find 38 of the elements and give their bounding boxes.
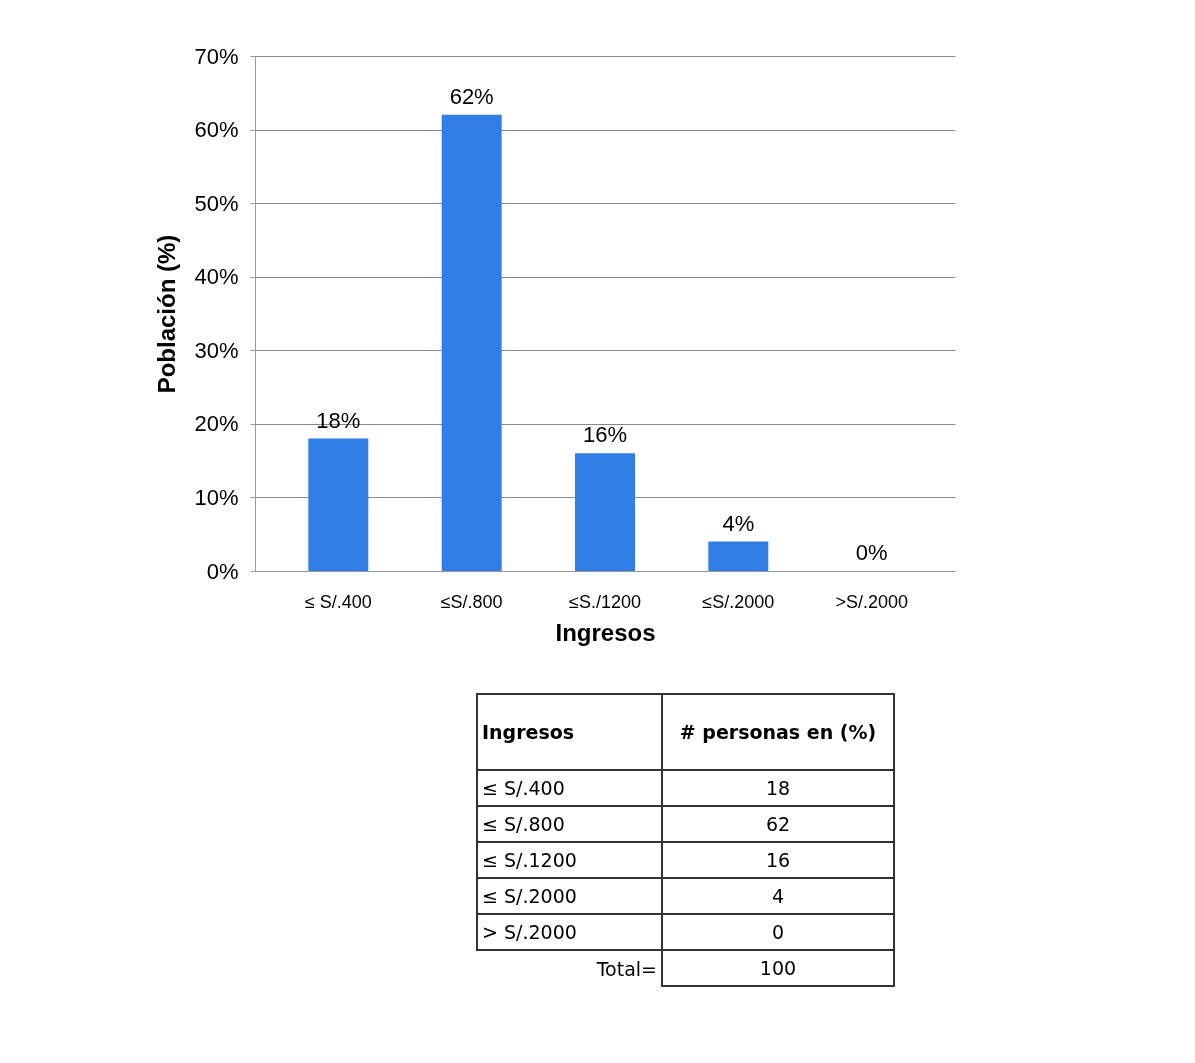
x-axis-title: Ingresos (555, 618, 656, 646)
text: 100 (662, 950, 894, 986)
text: 18 (662, 770, 894, 806)
x-tick-label: ≤S./1200 (569, 591, 641, 612)
y-tick-label: 60% (194, 117, 239, 143)
text: 0 (662, 914, 894, 950)
text: ≤ S/.800 (477, 806, 662, 842)
y-axis-title: Población (%) (153, 234, 181, 394)
text: 62 (662, 806, 894, 842)
data-label: 0% (855, 540, 888, 565)
text: 4 (662, 878, 894, 914)
text: > S/.2000 (477, 914, 662, 950)
bar (441, 114, 502, 571)
data-label: 62% (449, 83, 494, 109)
x-tick-label: ≤S/.800 (440, 591, 503, 612)
y-tick-label: 20% (194, 411, 239, 437)
y-tick-label: 30% (194, 337, 239, 363)
y-tick-label: 40% (194, 264, 239, 290)
y-tick-label: 50% (194, 190, 239, 216)
text: ≤ S/.2000 (477, 878, 662, 914)
text: ≤ S/.1200 (477, 842, 662, 878)
bar (575, 453, 635, 571)
y-tick-label: 0% (206, 558, 239, 584)
text: ≤ S/.400 (477, 770, 662, 806)
x-tick-label: >S/.2000 (835, 591, 908, 612)
text: # personas en (%) (662, 694, 894, 770)
text: 16 (662, 842, 894, 878)
data-label: 16% (582, 422, 628, 448)
data-label: 4% (722, 510, 755, 536)
bar (308, 438, 369, 571)
text: Total= (595, 956, 658, 982)
y-tick-label: 70% (194, 43, 239, 69)
text: Ingresos (477, 694, 662, 770)
y-tick-label: 10% (194, 484, 239, 510)
bar (708, 541, 769, 571)
data-label: 18% (316, 407, 361, 433)
x-tick-label: ≤ S/.400 (304, 591, 372, 612)
x-tick-label: ≤S/.2000 (702, 591, 775, 612)
